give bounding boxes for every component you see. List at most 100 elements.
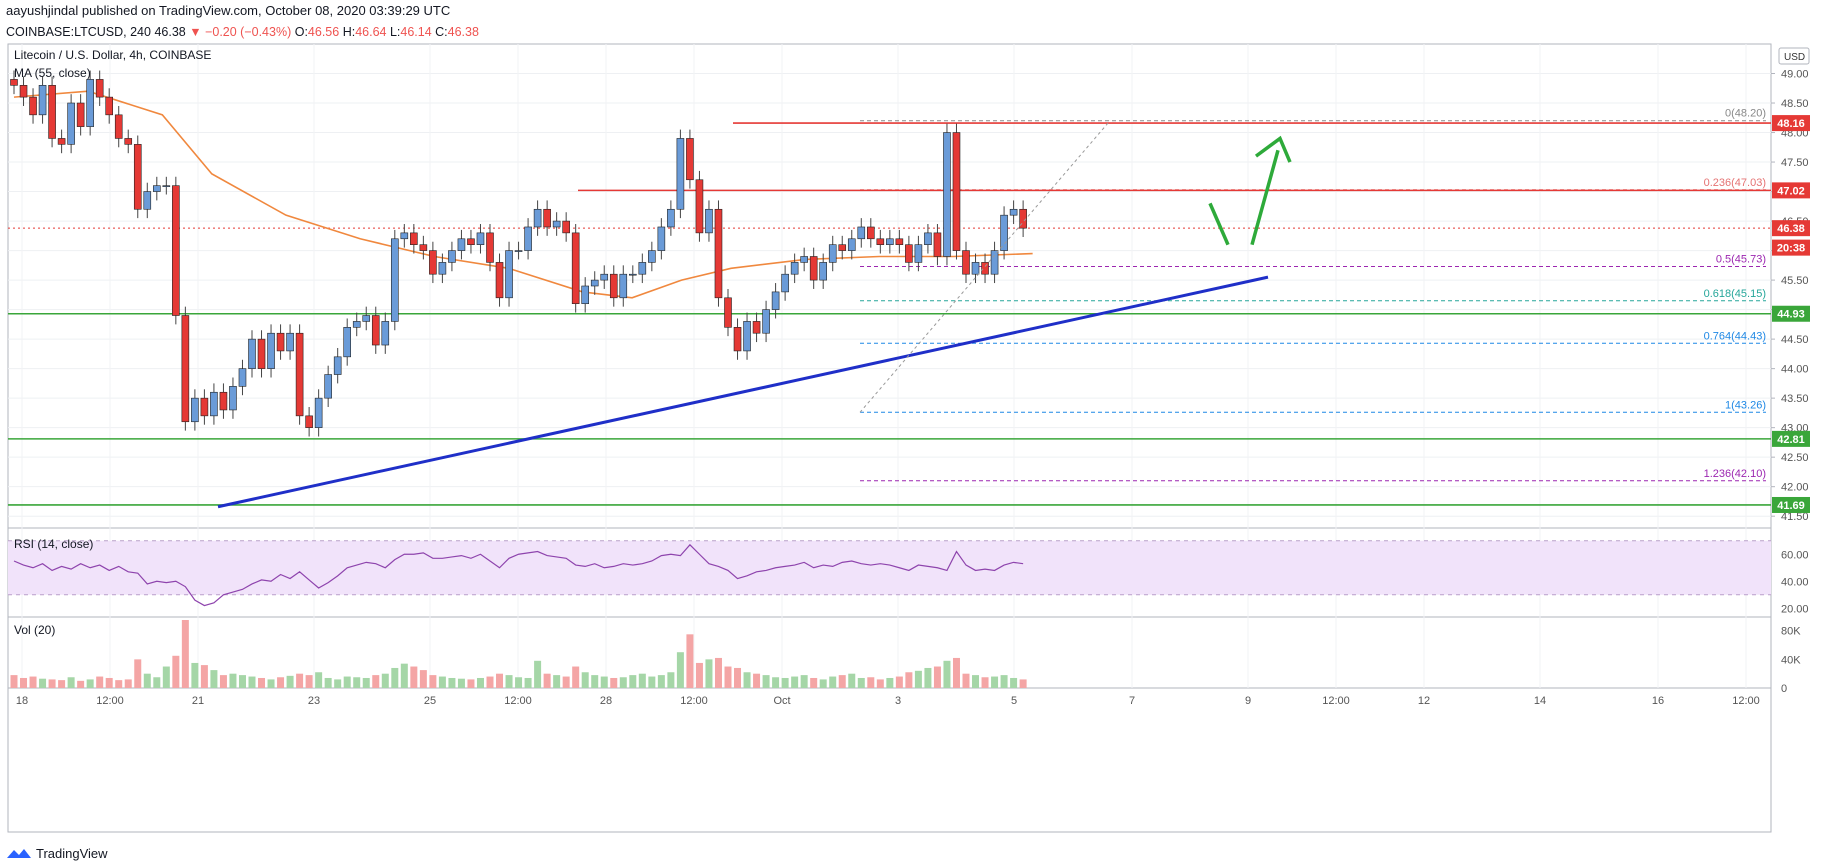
candle-body	[1009, 208, 1018, 216]
price-tag-label: 20:38	[1777, 243, 1805, 255]
candle-body	[581, 285, 590, 305]
volume-bar	[20, 677, 28, 688]
volume-bar	[457, 678, 465, 688]
volume-bar	[134, 659, 142, 688]
volume-bar	[534, 660, 542, 688]
volume-bar	[400, 663, 408, 688]
time-axis[interactable]: 18 12:00 21 23 25 12:00 28 12:00 Oct 3 5 7 9 12:00 12 1…	[16, 695, 1760, 707]
author-name[interactable]: aayushjindal	[6, 3, 79, 18]
candle-body	[191, 397, 199, 423]
candle-body	[429, 250, 437, 275]
low-value: 46.14	[400, 25, 432, 39]
candle-body	[762, 309, 770, 334]
horizontal-levels	[8, 122, 1771, 506]
volume-bar	[86, 679, 94, 688]
candle-body	[533, 208, 542, 228]
fib-label: 0(48.20)	[1725, 108, 1766, 120]
volume-bar	[572, 666, 580, 688]
volume-bar	[667, 672, 675, 688]
volume-bar	[648, 676, 656, 688]
volume-bar	[391, 667, 399, 688]
candle-body	[781, 273, 789, 293]
candle-body	[476, 232, 485, 245]
candle-body	[305, 415, 313, 428]
candle-body	[638, 262, 647, 275]
volume-bar	[610, 677, 618, 688]
green-arrow-head	[1254, 135, 1292, 163]
volume-bar	[714, 657, 722, 688]
volume-bar	[981, 677, 989, 688]
volume-bar	[334, 679, 342, 688]
x-tick-label: 16	[1652, 695, 1664, 707]
candle-body	[514, 250, 523, 252]
candle-body	[790, 262, 799, 275]
volume-bar	[267, 679, 275, 688]
volume-bar	[248, 676, 256, 688]
volume-bar	[143, 673, 151, 688]
volume-bar	[629, 675, 637, 688]
price-chart[interactable]: 0(48.20) 0.236(47.03) 0.5(45.73) 0.618(45.1…	[0, 28, 1828, 838]
candle-body	[743, 321, 751, 352]
candle-body	[229, 386, 237, 411]
volume-bar	[296, 673, 304, 688]
candle-body	[724, 297, 732, 328]
last-price: 46.38	[154, 25, 186, 39]
high-label: H:	[342, 25, 356, 39]
candle-body	[181, 315, 190, 423]
candle-body	[10, 79, 18, 86]
candle-body	[800, 256, 808, 263]
candles	[10, 70, 1027, 437]
green-arrow-up	[1250, 149, 1280, 246]
price-tag-label: 47.02	[1777, 185, 1805, 197]
candle-body	[971, 262, 980, 275]
open-label: O:	[294, 25, 308, 39]
x-tick-label: 5	[1011, 695, 1017, 707]
volume-bar	[200, 665, 208, 688]
candle-body	[838, 244, 847, 251]
candle-body	[524, 226, 532, 251]
footer-brand[interactable]: TradingView	[36, 845, 108, 861]
y-tick-label: 48.50	[1781, 98, 1809, 110]
candle-body	[153, 185, 161, 192]
candle-body	[552, 220, 561, 228]
candle-body	[943, 132, 951, 257]
high-value: 46.64	[355, 25, 387, 39]
rsi-tick-label: 60.00	[1781, 549, 1809, 561]
vol-label: Vol (20)	[14, 623, 55, 637]
volume-bar	[315, 672, 323, 688]
volume-bar	[353, 677, 361, 688]
symbol-label: COINBASE:LTCUSD, 240	[6, 25, 151, 39]
price-tag	[1772, 220, 1810, 237]
y-tick-label: 49.00	[1781, 69, 1809, 81]
volume-bar	[524, 677, 532, 688]
volume-bar	[77, 680, 85, 688]
candle-body	[29, 96, 37, 116]
candle-body	[248, 338, 256, 369]
candle-body	[981, 262, 989, 275]
volume-bar	[743, 672, 751, 688]
volume-bar	[410, 666, 418, 688]
candle-body	[57, 138, 66, 145]
volume-bar	[467, 679, 475, 688]
candle-body	[162, 185, 171, 187]
y-tick-label: 44.50	[1781, 334, 1809, 346]
candle-body	[505, 250, 513, 299]
volume-bar	[362, 677, 370, 688]
price-axis[interactable]: 49.0048.5048.0047.5047.0046.5046.0045.50…	[1771, 47, 1810, 695]
volume-bar	[876, 679, 884, 688]
candle-body	[914, 244, 923, 263]
candle-body	[562, 220, 570, 234]
fib-diagonal	[859, 120, 1111, 413]
volume-bar	[10, 675, 18, 688]
candle-body	[143, 191, 152, 210]
volume-bar	[848, 673, 856, 688]
x-tick-label: 7	[1129, 695, 1135, 707]
candle-body	[771, 291, 780, 310]
candle-body	[676, 138, 685, 210]
price-tag-label: 41.69	[1777, 500, 1805, 512]
candle-body	[990, 250, 999, 275]
candle-body	[390, 238, 399, 322]
candle-body	[828, 244, 837, 263]
candle-body	[200, 397, 209, 417]
candle-body	[628, 273, 637, 276]
